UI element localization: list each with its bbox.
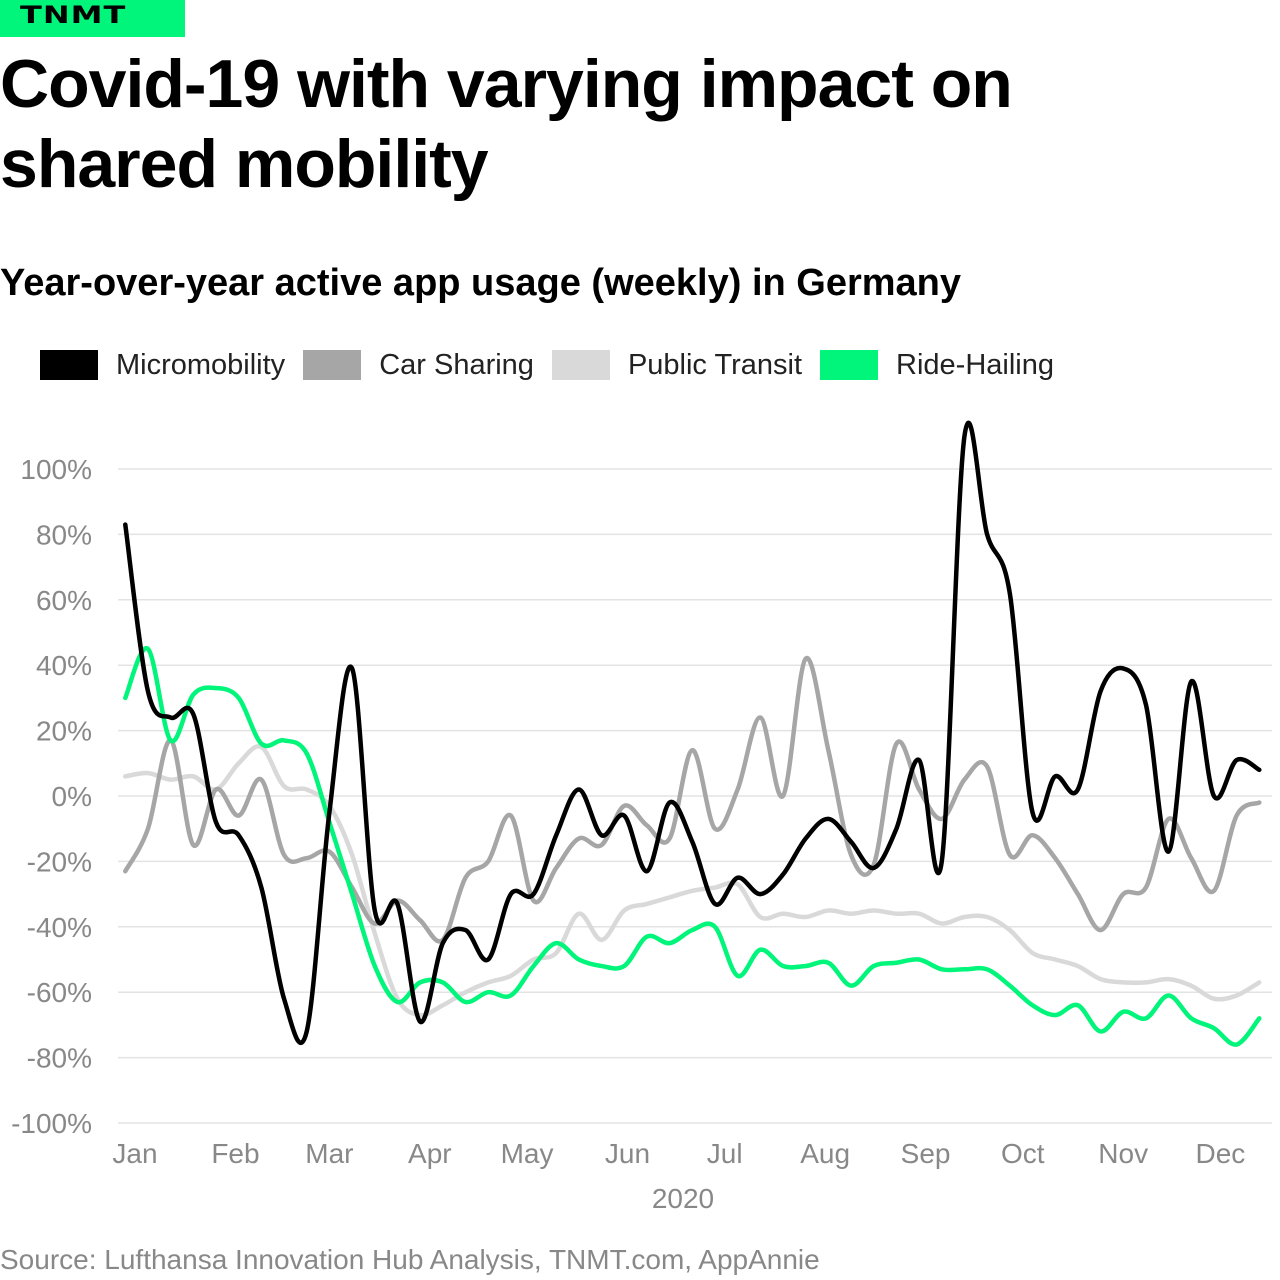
legend-label: Ride-Hailing — [896, 349, 1054, 381]
legend-label: Micromobility — [116, 349, 286, 381]
y-tick-label: 40% — [36, 650, 92, 681]
legend-label: Car Sharing — [379, 349, 534, 381]
series-line-micromobility — [123, 420, 1262, 1045]
series-line-public-transit — [123, 744, 1262, 1018]
legend-item-micromobility: Micromobility — [40, 345, 285, 385]
legend-item-public-transit: Public Transit — [551, 345, 803, 385]
y-tick-label: 20% — [36, 716, 92, 747]
x-tick-label: Sep — [901, 1138, 951, 1169]
logo-text: TNMT — [20, 0, 127, 29]
y-tick-label: 80% — [36, 519, 92, 550]
y-tick-label: -100% — [11, 1108, 92, 1139]
x-tick-label: Jun — [605, 1138, 650, 1169]
x-tick-label: Oct — [1001, 1138, 1045, 1169]
series-line-ride-hailing — [123, 646, 1262, 1047]
x-tick-label: Feb — [211, 1138, 259, 1169]
legend-swatch — [551, 350, 610, 380]
y-axis-ticks: 100% 80% 60% 40% 20% 0% -20% -40% -60% -80% -100% — [11, 454, 92, 1139]
legend-item-ride-hailing: Ride-Hailing — [820, 345, 1054, 385]
y-tick-label: 60% — [36, 585, 92, 616]
chart-subtitle: Year-over-year active app usage (weekly)… — [0, 262, 962, 304]
legend-swatch — [820, 350, 879, 380]
source-note: Source: Lufthansa Innovation Hub Analysi… — [0, 1244, 820, 1275]
y-tick-label: -20% — [27, 846, 92, 877]
series-lines — [123, 420, 1262, 1047]
x-tick-label: Jul — [707, 1138, 743, 1169]
page-title: Covid-19 with varying impact on shared m… — [0, 46, 1013, 202]
y-tick-label: -80% — [27, 1043, 92, 1074]
x-tick-label: Dec — [1196, 1138, 1246, 1169]
y-tick-label: -60% — [27, 977, 92, 1008]
legend-label: Public Transit — [627, 349, 803, 381]
y-tick-label: -40% — [27, 912, 92, 943]
x-tick-label: Aug — [800, 1138, 850, 1169]
y-tick-label: 0% — [52, 781, 92, 812]
y-tick-label: 100% — [20, 454, 92, 485]
tnmt-logo: TNMT — [0, 0, 185, 37]
chart-legend: Micromobility Car Sharing Public Transit Ri… — [40, 345, 1072, 385]
gridlines — [118, 468, 1272, 1124]
x-tick-label: May — [501, 1138, 554, 1169]
series-line-car-sharing — [123, 656, 1262, 944]
x-tick-label: Nov — [1098, 1138, 1148, 1169]
x-axis-ticks: Jan Feb Mar Apr May Jun Jul Aug Sep Oct Nov Dec — [112, 1138, 1245, 1169]
x-tick-label: Mar — [305, 1138, 353, 1169]
x-tick-label: Apr — [408, 1138, 452, 1169]
legend-swatch — [303, 350, 362, 380]
x-tick-label: Jan — [112, 1138, 157, 1169]
legend-item-car-sharing: Car Sharing — [303, 345, 534, 385]
x-axis-label: 2020 — [652, 1183, 714, 1214]
legend-swatch — [40, 350, 98, 380]
